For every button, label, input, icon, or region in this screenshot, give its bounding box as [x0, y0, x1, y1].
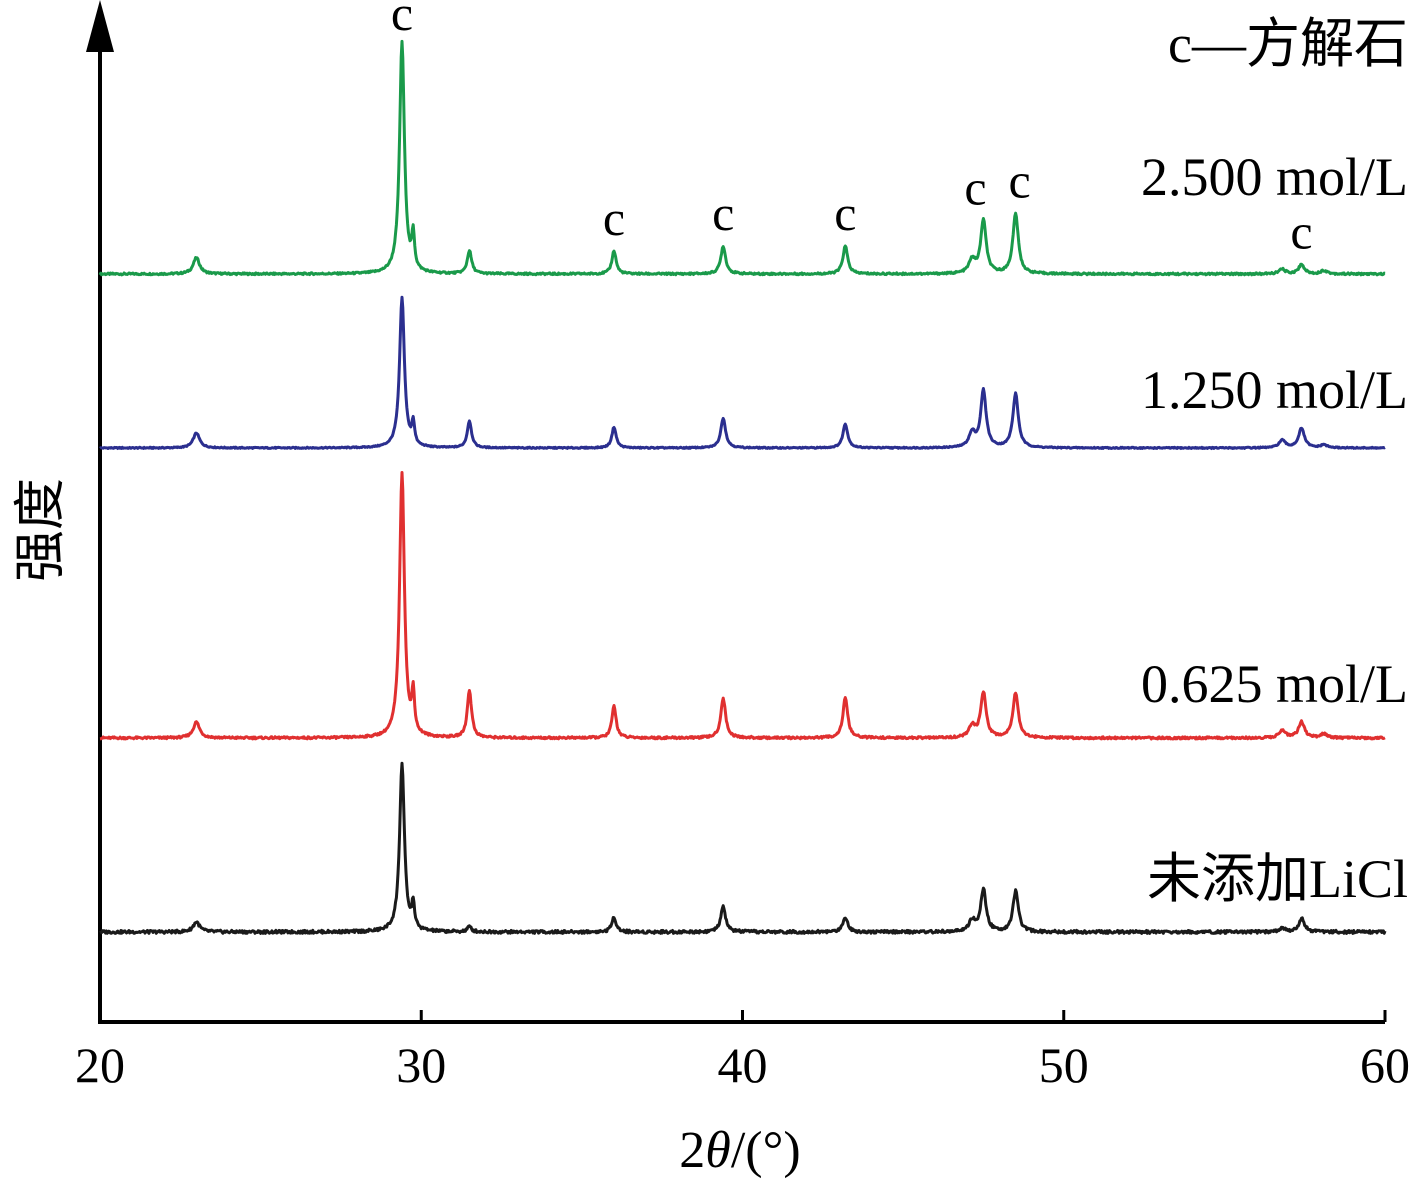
- series-line-3: [99, 471, 1386, 741]
- x-tick-labels: 20 30 40 50 60: [75, 1037, 1410, 1093]
- series-line-4: [99, 761, 1387, 935]
- x-tick-label: 50: [1039, 1037, 1089, 1093]
- traces: [98, 39, 1387, 935]
- peak-markers: cc c c c cc: [391, 0, 1313, 260]
- x-tick-label: 60: [1360, 1037, 1410, 1093]
- peak-marker-c: c: [834, 185, 856, 241]
- x-tick-label: 30: [396, 1037, 446, 1093]
- y-axis-title: 强度: [11, 478, 71, 582]
- series-label-3: 0.625 mol/L: [1141, 654, 1408, 714]
- series-labels: 2.500 mol/L 1.250 mol/L 0.625 mol/L 未添加LiCl: [1141, 147, 1408, 909]
- legend-note: c—方解石: [1168, 14, 1408, 74]
- x-tick-label: 40: [718, 1037, 768, 1093]
- x-axis-title: 2θ/(°): [679, 1122, 800, 1179]
- series-label-1: 2.500 mol/L: [1141, 147, 1408, 207]
- peak-marker-c: c: [712, 185, 734, 241]
- peak-marker-c: c: [1290, 204, 1312, 260]
- series-label-4: 未添加LiCl: [1147, 849, 1408, 909]
- peak-marker-c: c: [1008, 153, 1030, 209]
- series-line-1: [98, 39, 1386, 277]
- y-axis-arrow: [86, 0, 114, 52]
- x-ticks: [98, 1010, 1387, 1022]
- series-line-2: [99, 295, 1386, 450]
- peak-marker-c: c: [964, 160, 986, 216]
- series-label-2: 1.250 mol/L: [1141, 360, 1408, 420]
- peak-marker-c: c: [603, 190, 625, 246]
- peak-marker-c: c: [391, 0, 413, 41]
- x-tick-label: 20: [75, 1037, 125, 1093]
